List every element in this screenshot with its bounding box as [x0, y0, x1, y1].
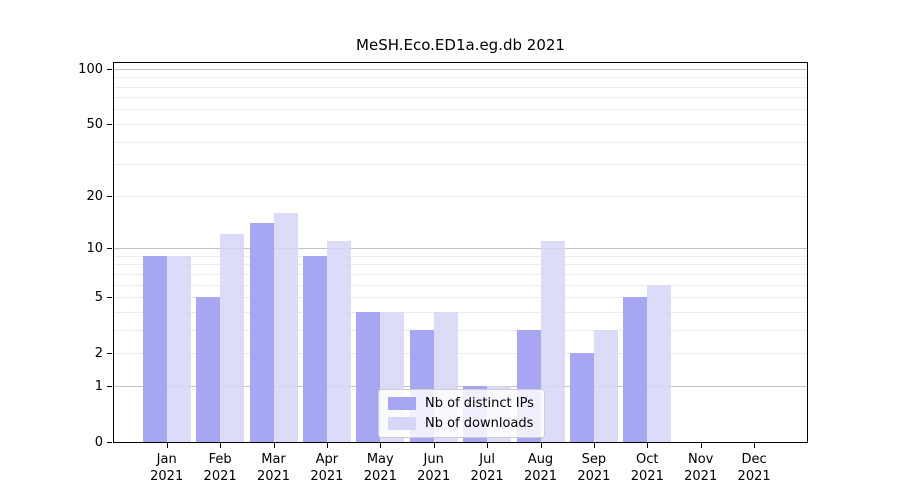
x-axis-tick-label-feb-2021: Feb 2021: [203, 452, 237, 484]
x-axis-tick-label-nov-2021: Nov 2021: [684, 452, 718, 484]
x-axis-tick-label-jun-2021: Jun 2021: [417, 452, 451, 484]
y-axis-tick-label-5: 5: [94, 290, 103, 306]
gridline-major-10: [114, 248, 807, 250]
gridline-minor-2: [114, 353, 807, 355]
gridline-minor-7: [114, 273, 807, 275]
y-axis-tick-2: [107, 353, 112, 355]
legend-item-downloads: Nb of downloads: [388, 416, 534, 431]
chart-title: MeSH.Eco.ED1a.eg.db 2021: [356, 36, 565, 54]
x-axis-tick-label-oct-2021: Oct 2021: [630, 452, 664, 484]
x-axis-tick-sep-2021: [593, 443, 595, 448]
gridline-minor-80: [114, 86, 807, 88]
gridline-minor-40: [114, 141, 807, 143]
legend-label-downloads: Nb of downloads: [425, 416, 534, 431]
x-axis-tick-jul-2021: [487, 443, 489, 448]
gridline-minor-9: [114, 255, 807, 257]
y-axis-tick-5: [107, 297, 112, 299]
x-axis-tick-mar-2021: [273, 443, 275, 448]
x-axis-tick-label-mar-2021: Mar 2021: [256, 452, 291, 484]
x-axis-tick-label-may-2021: May 2021: [363, 452, 397, 484]
bar-distinct-ips-may-2021: [356, 312, 381, 442]
y-axis-tick-label-20: 20: [86, 188, 103, 204]
x-axis-tick-oct-2021: [647, 443, 649, 448]
gridline-minor-90: [114, 77, 807, 79]
y-axis-tick-label-1: 1: [94, 378, 103, 394]
y-axis-tick-label-0: 0: [94, 435, 103, 450]
x-axis-tick-dec-2021: [754, 443, 756, 448]
x-axis-tick-jan-2021: [166, 443, 168, 448]
legend-swatch-downloads: [388, 417, 416, 430]
gridline-minor-20: [114, 195, 807, 197]
bar-distinct-ips-apr-2021: [302, 256, 327, 442]
gridline-minor-6: [114, 284, 807, 286]
legend-item-distinct-ips: Nb of distinct IPs: [388, 396, 534, 411]
x-axis-tick-label-sep-2021: Sep 2021: [577, 452, 611, 484]
bar-distinct-ips-oct-2021: [623, 297, 648, 442]
gridline-minor-3: [114, 329, 807, 331]
bar-downloads-jan-2021: [166, 256, 191, 442]
gridline-major-1: [114, 385, 807, 387]
y-axis-tick-label-50: 50: [86, 116, 103, 132]
x-axis-tick-aug-2021: [540, 443, 542, 448]
x-axis-tick-apr-2021: [326, 443, 328, 448]
y-axis-tick-1: [107, 385, 112, 387]
gridline-minor-60: [114, 109, 807, 111]
y-axis-tick-0: [107, 442, 112, 443]
bar-distinct-ips-mar-2021: [249, 223, 274, 442]
x-axis-tick-may-2021: [380, 443, 382, 448]
x-axis-tick-label-jan-2021: Jan 2021: [150, 452, 184, 484]
legend-swatch-distinct-ips: [388, 397, 416, 410]
x-axis-tick-jun-2021: [433, 443, 435, 448]
bar-distinct-ips-sep-2021: [569, 353, 594, 442]
y-axis-tick-100: [107, 68, 112, 70]
y-axis-tick-label-2: 2: [94, 346, 103, 362]
bar-distinct-ips-feb-2021: [196, 297, 221, 442]
y-axis-tick-20: [107, 195, 112, 197]
bar-downloads-mar-2021: [273, 213, 298, 442]
legend: Nb of distinct IPs Nb of downloads: [378, 389, 545, 438]
gridline-minor-30: [114, 164, 807, 166]
bar-distinct-ips-jan-2021: [142, 256, 167, 442]
x-axis-tick-label-aug-2021: Aug 2021: [523, 452, 558, 484]
x-axis-tick-label-dec-2021: Dec 2021: [737, 452, 771, 484]
bar-downloads-oct-2021: [647, 285, 672, 442]
gridline-minor-8: [114, 264, 807, 266]
y-axis-tick-label-100: 100: [78, 61, 103, 77]
x-axis-tick-label-jul-2021: Jul 2021: [470, 452, 504, 484]
y-axis-tick-label-10: 10: [86, 241, 103, 256]
gridline-minor-5: [114, 297, 807, 299]
x-axis-tick-feb-2021: [220, 443, 222, 448]
x-axis-tick-nov-2021: [700, 443, 702, 448]
bar-downloads-sep-2021: [593, 330, 618, 442]
y-axis-tick-10: [107, 248, 112, 249]
gridline-minor-50: [114, 123, 807, 125]
gridline-major-100: [114, 68, 807, 70]
legend-label-distinct-ips: Nb of distinct IPs: [425, 396, 534, 411]
gridline-minor-4: [114, 311, 807, 313]
y-axis-tick-50: [107, 123, 112, 125]
bar-downloads-apr-2021: [326, 241, 351, 442]
gridline-minor-70: [114, 97, 807, 99]
bar-downloads-feb-2021: [220, 234, 245, 442]
plot-area: [113, 62, 808, 443]
x-axis-tick-label-apr-2021: Apr 2021: [310, 452, 344, 484]
